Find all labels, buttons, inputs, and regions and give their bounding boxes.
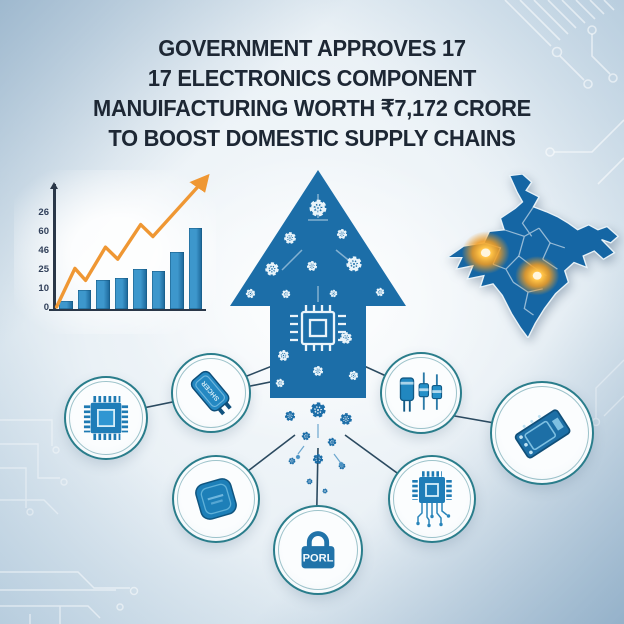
- chip-circuit-icon: [412, 471, 452, 528]
- headline-line-3: MANUIFACTURING WORTH ₹7,172 CRORE: [93, 95, 531, 121]
- padlock-icon: PORL: [301, 531, 335, 569]
- trend-line: [57, 170, 213, 307]
- headline-line-4: TO BOOST DOMESTIC SUPPLY CHAINS: [108, 125, 516, 151]
- component-node-smd-chip: [172, 455, 260, 543]
- chart-bar: [59, 300, 73, 309]
- component-node-resistors: [380, 352, 462, 434]
- map-hotspot: [461, 231, 510, 275]
- chart-bars: [59, 213, 202, 309]
- chart-bar: [170, 251, 184, 309]
- arrow-microchip-icon: [290, 305, 346, 351]
- map-hotspot: [515, 256, 560, 296]
- y-tick-label: 46: [38, 245, 49, 256]
- chart-bar: [96, 279, 110, 309]
- microchip-icon: [83, 395, 129, 441]
- growth-bar-chart: 0 10 25 46 60 26: [14, 170, 216, 334]
- chart-bar: [77, 289, 91, 309]
- component-node-padlock: PORL: [273, 505, 363, 595]
- y-axis: [50, 182, 58, 311]
- pcb-module-icon: [514, 409, 571, 459]
- chart-bar: [188, 227, 202, 309]
- smd-chip-icon: [195, 478, 237, 520]
- chart-bar: [151, 270, 165, 309]
- chart-bar: [114, 277, 128, 309]
- y-tick-label: 60: [38, 226, 49, 237]
- x-axis: [49, 308, 206, 311]
- y-tick-label: 26: [38, 207, 49, 218]
- arrow-dissolve-traces: [295, 424, 344, 467]
- padlock-label: PORL: [303, 553, 334, 565]
- component-node-microchip: [64, 376, 148, 460]
- y-tick-label: 25: [38, 264, 49, 275]
- capacitor-icon: SHCER: [190, 370, 232, 416]
- gear-icon: [284, 405, 352, 494]
- arrow-silhouette: [230, 170, 406, 398]
- y-tick-label: 10: [38, 283, 49, 294]
- component-node-pcb-module: [490, 381, 594, 485]
- trend-arrow-overlay: [55, 170, 213, 311]
- headline: GOVERNMENT APPROVES 17 17 ELECTRONICS CO…: [16, 33, 609, 153]
- resistors-icon: [399, 372, 443, 412]
- india-map: [444, 174, 620, 338]
- component-node-chip-circuit: [388, 455, 476, 543]
- chart-bar: [133, 268, 147, 309]
- y-tick-label: 0: [43, 302, 49, 313]
- headline-line-1: GOVERNMENT APPROVES 17: [158, 35, 466, 61]
- capacitor-label: SHCER: [200, 379, 221, 402]
- component-node-capacitor: SHCER: [171, 353, 251, 433]
- headline-line-2: 17 ELECTRONICS COMPONENT: [147, 65, 477, 91]
- gear-arrow: [230, 170, 406, 494]
